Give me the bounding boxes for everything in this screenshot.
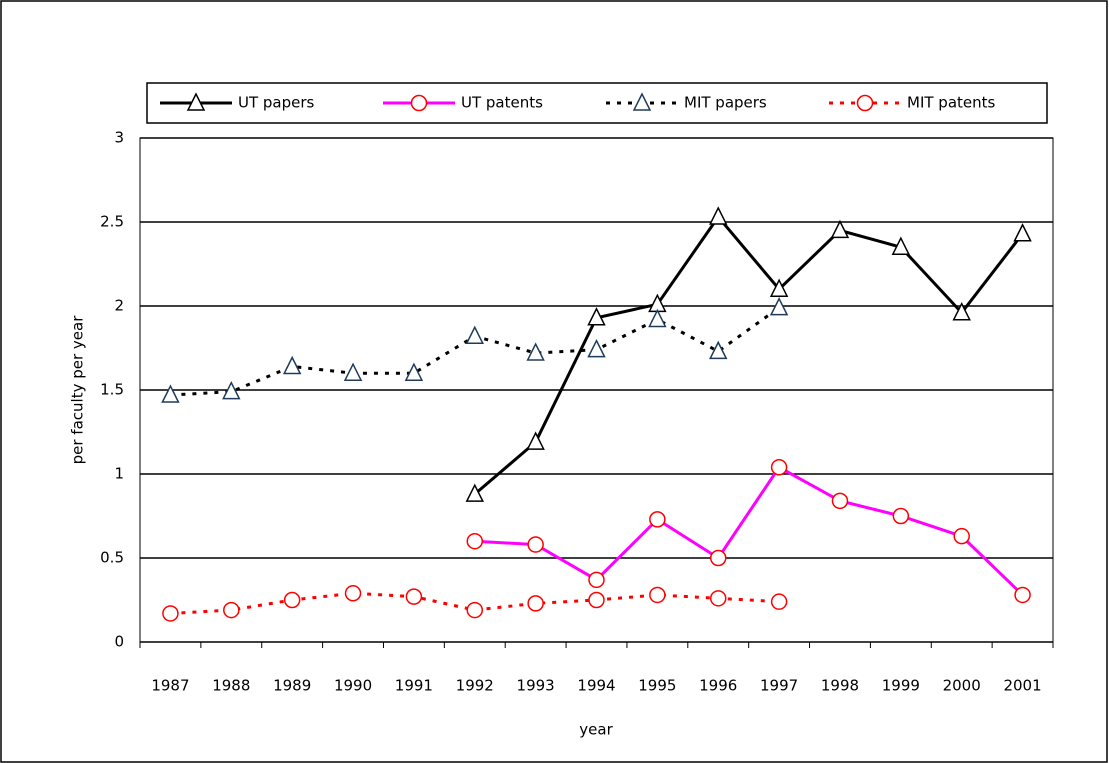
marker xyxy=(769,278,789,297)
marker xyxy=(770,459,788,476)
x-tick-label: 1993 xyxy=(517,677,555,695)
marker xyxy=(770,593,788,610)
x-tick-label: 1996 xyxy=(699,677,737,695)
marker xyxy=(283,591,301,609)
marker xyxy=(769,297,789,316)
legend-marker xyxy=(856,94,874,112)
marker xyxy=(282,355,302,375)
marker xyxy=(588,591,605,609)
x-tick-label: 1998 xyxy=(821,677,859,695)
x-tick-label: 1999 xyxy=(882,677,920,695)
legend-marker xyxy=(410,94,428,112)
marker xyxy=(161,384,180,403)
y-tick-label: 0 xyxy=(114,633,124,651)
y-tick-label: 0.5 xyxy=(100,549,124,567)
marker xyxy=(1014,586,1031,604)
x-tick-label: 2001 xyxy=(1003,677,1041,695)
legend-marker xyxy=(632,92,652,111)
y-tick-label: 3 xyxy=(114,129,124,147)
marker xyxy=(223,601,240,619)
marker xyxy=(588,571,605,589)
x-tick-label: 1994 xyxy=(577,677,615,695)
x-tick-label: 1987 xyxy=(151,677,189,695)
legend-marker xyxy=(186,92,206,111)
marker xyxy=(649,586,666,604)
marker xyxy=(1013,223,1032,242)
marker xyxy=(709,590,727,607)
legend-entry: UT patents xyxy=(383,94,543,112)
marker xyxy=(465,483,484,502)
marker xyxy=(404,362,424,381)
x-tick-label: 1995 xyxy=(638,677,676,695)
x-tick-label: 1992 xyxy=(456,677,494,695)
marker xyxy=(831,492,849,510)
marker xyxy=(709,340,728,360)
marker xyxy=(466,532,484,550)
marker xyxy=(892,507,910,525)
marker xyxy=(526,431,545,450)
y-tick-label: 1 xyxy=(114,465,124,483)
marker xyxy=(648,308,667,328)
y-axis-label: per faculty per year xyxy=(69,315,87,465)
marker xyxy=(649,511,666,528)
marker xyxy=(587,307,606,326)
x-axis-label: year xyxy=(579,721,613,739)
marker xyxy=(709,549,727,567)
x-tick-label: 1988 xyxy=(212,677,250,695)
series-line xyxy=(474,465,1024,597)
marker xyxy=(953,527,970,545)
x-tick-label: 1991 xyxy=(395,677,433,695)
marker xyxy=(830,219,850,239)
marker xyxy=(709,206,728,225)
legend-label: MIT papers xyxy=(684,94,767,112)
marker xyxy=(527,595,544,612)
marker xyxy=(405,588,423,605)
y-tick-label: 1.5 xyxy=(100,381,124,399)
legend-entry: UT papers xyxy=(160,92,315,112)
marker xyxy=(343,362,363,381)
series-line xyxy=(473,214,1024,496)
legend-label: UT patents xyxy=(461,94,543,112)
marker xyxy=(465,325,484,344)
marker xyxy=(891,236,911,255)
legend-entry: MIT patents xyxy=(829,94,996,112)
y-tick-label: 2 xyxy=(114,297,124,315)
marker xyxy=(952,302,971,321)
x-tick-label: 2000 xyxy=(943,677,981,695)
legend-entry: MIT papers xyxy=(606,92,767,112)
marker xyxy=(587,339,606,358)
marker xyxy=(466,601,484,619)
marker xyxy=(162,605,179,622)
x-tick-label: 1997 xyxy=(760,677,798,695)
legend-label: MIT patents xyxy=(907,94,996,112)
y-tick-label: 2.5 xyxy=(100,213,124,231)
x-tick-label: 1989 xyxy=(273,677,311,695)
marker xyxy=(222,381,241,400)
marker xyxy=(527,536,544,553)
x-tick-label: 1990 xyxy=(334,677,372,695)
marker xyxy=(344,585,362,602)
series-line xyxy=(170,591,780,615)
legend-label: UT papers xyxy=(238,94,315,112)
marker xyxy=(526,342,545,361)
